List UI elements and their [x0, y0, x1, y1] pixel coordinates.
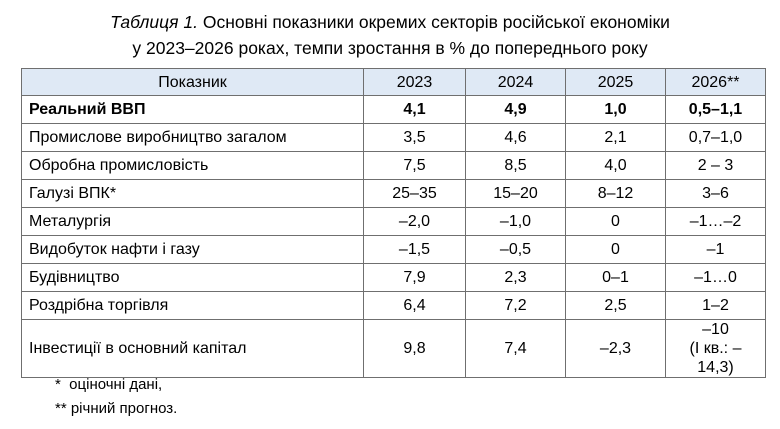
table-title-line-1: Таблиця 1. Основні показники окремих сек…	[0, 11, 780, 34]
cell-value: 4,6	[465, 123, 566, 152]
cell-value: 0,7–1,0	[665, 123, 766, 152]
cell-value: 0	[565, 207, 666, 236]
table-caption-label: Таблиця 1.	[110, 12, 198, 32]
cell-value: 25–35	[363, 179, 466, 208]
cell-value: 7,9	[363, 263, 466, 292]
row-name: Обробна промисловість	[21, 151, 364, 180]
cell-value-note: (І кв.: –14,3)	[689, 340, 742, 376]
table-row: Обробна промисловість 7,5 8,5 4,0 2 – 3	[21, 151, 766, 180]
table-title-line-2: у 2023–2026 роках, темпи зростання в % д…	[132, 38, 648, 58]
cell-value: 4,9	[465, 95, 566, 124]
row-name: Реальний ВВП	[21, 95, 364, 124]
cell-value: 4,0	[565, 151, 666, 180]
cell-value: 9,8	[363, 319, 466, 378]
row-name: Металургія	[21, 207, 364, 236]
cell-value: –10	[702, 321, 729, 338]
cell-value: –1,0	[465, 207, 566, 236]
cell-value: 8,5	[465, 151, 566, 180]
cell-value: 0,5–1,1	[665, 95, 766, 124]
cell-value: 2,5	[565, 291, 666, 320]
cell-value: 2,1	[565, 123, 666, 152]
column-header: 2025	[565, 68, 666, 96]
cell-value: 7,2	[465, 291, 566, 320]
table-row: Роздрібна торгівля 6,4 7,2 2,5 1–2	[21, 291, 766, 320]
row-name: Роздрібна торгівля	[21, 291, 364, 320]
footnote-forecast: ** річний прогноз.	[55, 400, 178, 417]
row-name: Промислове виробництво загалом	[21, 123, 364, 152]
cell-value: –1…0	[665, 263, 766, 292]
column-header: Показник	[21, 68, 364, 96]
row-name: Інвестиції в основний капітал	[21, 319, 364, 378]
cell-value: 3–6	[665, 179, 766, 208]
column-header: 2026**	[665, 68, 766, 96]
row-name: Галузі ВПК*	[21, 179, 364, 208]
cell-value: 2,3	[465, 263, 566, 292]
table-title-text: Основні показники окремих секторів росій…	[202, 12, 670, 32]
table-header-row: Показник 2023 2024 2025 2026**	[21, 68, 766, 96]
row-name: Видобуток нафти і газу	[21, 235, 364, 264]
table-row: Галузі ВПК* 25–35 15–20 8–12 3–6	[21, 179, 766, 208]
cell-value: 2 – 3	[665, 151, 766, 180]
cell-value: 0–1	[565, 263, 666, 292]
cell-value: 1,0	[565, 95, 666, 124]
table-row: Реальний ВВП 4,1 4,9 1,0 0,5–1,1	[21, 95, 766, 124]
cell-value: –1,5	[363, 235, 466, 264]
cell-value: 7,5	[363, 151, 466, 180]
cell-value: 7,4	[465, 319, 566, 378]
cell-value-multiline: –10 (І кв.: –14,3)	[665, 319, 766, 378]
cell-value: 4,1	[363, 95, 466, 124]
cell-value: –2,0	[363, 207, 466, 236]
cell-value: 6,4	[363, 291, 466, 320]
table-row: Будівництво 7,9 2,3 0–1 –1…0	[21, 263, 766, 292]
row-name: Будівництво	[21, 263, 364, 292]
cell-value: –1…–2	[665, 207, 766, 236]
cell-value: 8–12	[565, 179, 666, 208]
table-row: Видобуток нафти і газу –1,5 –0,5 0 –1	[21, 235, 766, 264]
cell-value: 0	[565, 235, 666, 264]
cell-value: 3,5	[363, 123, 466, 152]
column-header: 2024	[465, 68, 566, 96]
cell-value: –0,5	[465, 235, 566, 264]
footnote-estimate: * оціночні дані,	[55, 376, 163, 393]
table-row: Промислове виробництво загалом 3,5 4,6 2…	[21, 123, 766, 152]
table-row: Металургія –2,0 –1,0 0 –1…–2	[21, 207, 766, 236]
cell-value: –1	[665, 235, 766, 264]
cell-value: 15–20	[465, 179, 566, 208]
cell-value: –2,3	[565, 319, 666, 378]
table-row: Інвестиції в основний капітал 9,8 7,4 –2…	[21, 319, 766, 378]
indicators-table: Показник 2023 2024 2025 2026** Реальний …	[21, 68, 766, 378]
cell-value: 1–2	[665, 291, 766, 320]
column-header: 2023	[363, 68, 466, 96]
